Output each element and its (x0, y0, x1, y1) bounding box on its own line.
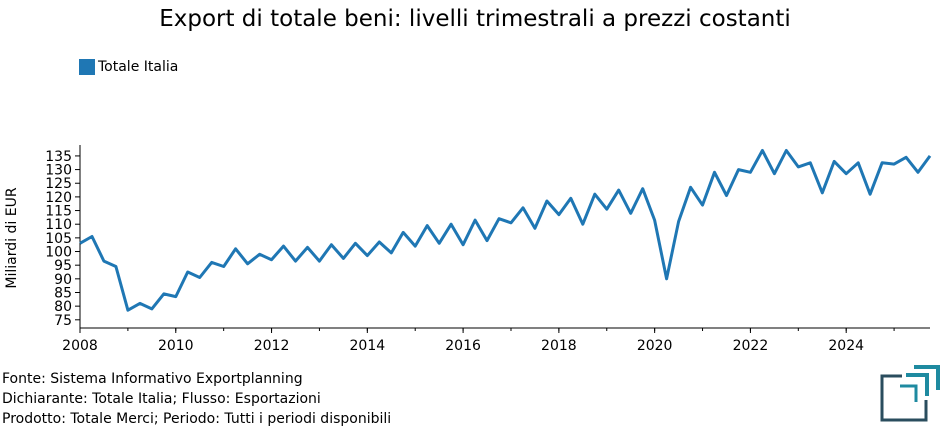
footer-declarant: Dichiarante: Totale Italia; Flusso: Espo… (2, 391, 321, 407)
y-tick-label: 75 (54, 313, 72, 329)
series-line (79, 149, 932, 312)
footer-source: Fonte: Sistema Informativo Exportplannin… (2, 371, 303, 387)
x-tick-label: 2022 (733, 338, 769, 354)
x-tick-label: 2020 (637, 338, 673, 354)
footer-product: Prodotto: Totale Merci; Periodo: Tutti i… (2, 411, 392, 427)
exportplanning-logo-icon (880, 365, 940, 422)
y-tick-label: 85 (54, 285, 72, 301)
legend-swatch (79, 59, 95, 75)
x-tick-label: 2016 (445, 338, 481, 354)
y-tick-label: 100 (45, 245, 72, 261)
y-tick-label: 115 (45, 204, 72, 220)
series-layer (79, 149, 932, 312)
x-axis: 2008 2010 2012 2014 2016 2018 2020 2022 2024 (62, 327, 930, 354)
y-tick-label: 125 (45, 176, 72, 192)
y-tick-label: 135 (45, 149, 72, 165)
y-tick-label: 90 (54, 272, 72, 288)
x-tick-label: 2010 (158, 338, 194, 354)
x-tick-label: 2008 (62, 338, 98, 354)
legend-label: Totale Italia (98, 59, 179, 75)
x-tick-label: 2012 (254, 338, 290, 354)
y-tick-label: 110 (45, 217, 72, 233)
y-tick-label: 80 (54, 299, 72, 315)
y-tick-label: 105 (45, 231, 72, 247)
y-tick-label: 130 (45, 163, 72, 179)
x-tick-label: 2018 (541, 338, 577, 354)
legend: Totale Italia (79, 59, 178, 75)
chart-title: Export di totale beni: livelli trimestra… (159, 6, 791, 32)
x-tick-label: 2014 (350, 338, 386, 354)
x-tick-label: 2024 (828, 338, 864, 354)
y-tick-label: 95 (54, 258, 72, 274)
y-tick-label: 120 (45, 190, 72, 206)
y-axis-label: Miliardi di EUR (4, 187, 20, 288)
